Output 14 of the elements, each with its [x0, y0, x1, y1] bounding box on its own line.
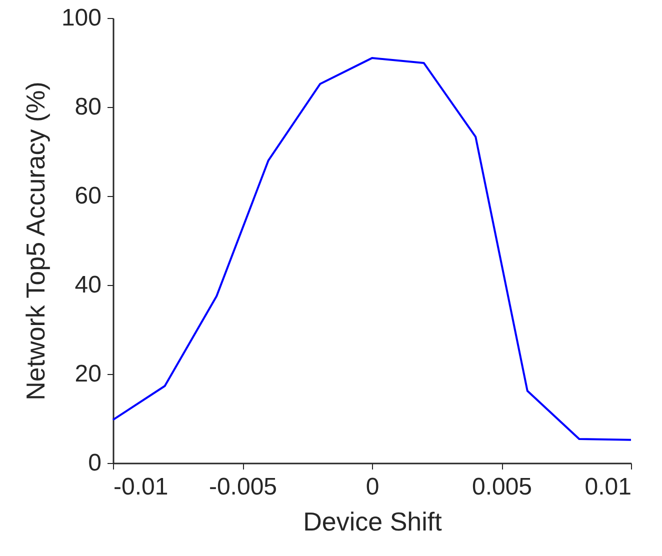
y-tick-label: 60	[74, 182, 102, 210]
y-tick-label: 20	[74, 360, 102, 388]
y-tick-label: 40	[74, 272, 102, 298]
x-tick-label: 0.01	[584, 474, 632, 500]
y-tick-label: 0	[88, 450, 102, 476]
y-tick-label: 80	[74, 94, 102, 120]
x-tick-label: 0	[366, 474, 380, 500]
x-tick-label: 0.005	[472, 474, 532, 500]
x-tick-label: -0.005	[208, 474, 278, 500]
y-tick-label: 100	[61, 4, 102, 32]
x-axis-title: Device Shift	[303, 506, 443, 536]
line-series	[112, 57, 632, 441]
y-axis-title: Network Top5 Accuracy (%)	[20, 82, 50, 400]
x-tick-label: -0.01	[114, 474, 168, 500]
